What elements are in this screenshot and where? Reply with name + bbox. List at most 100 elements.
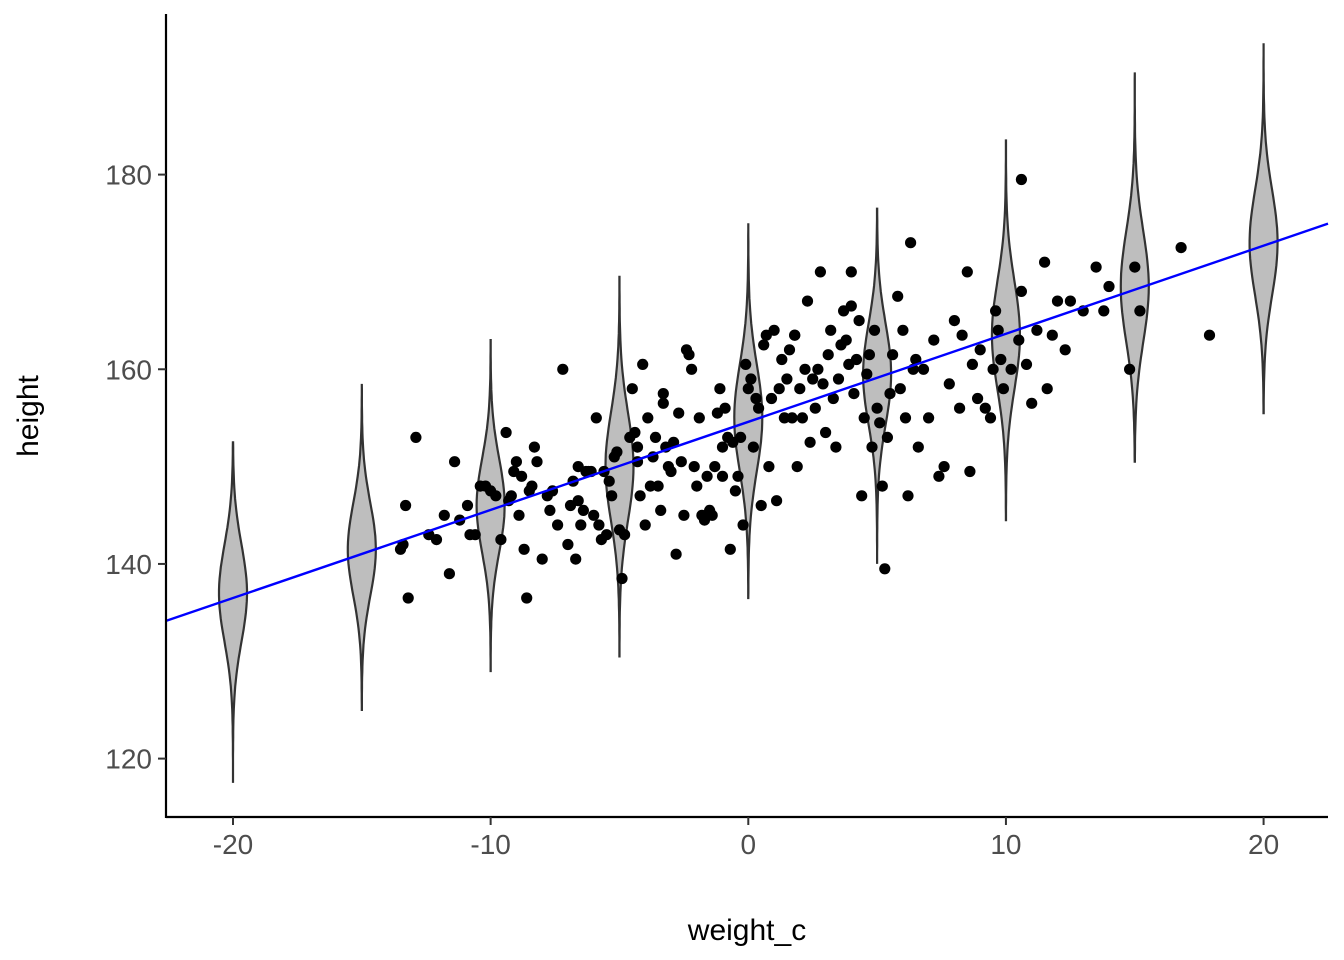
violin-5	[861, 207, 893, 564]
data-point-160	[884, 388, 896, 400]
data-point-6	[430, 534, 443, 546]
data-point-178	[954, 402, 966, 414]
data-point-118	[776, 353, 788, 366]
data-point-66	[642, 412, 654, 424]
data-point-46	[588, 509, 600, 521]
data-point-190	[995, 353, 1007, 366]
data-point-136	[822, 349, 834, 361]
data-point-187	[987, 363, 999, 375]
data-point-157	[876, 480, 888, 492]
data-point-19	[500, 426, 512, 439]
data-point-188	[990, 305, 1002, 317]
data-point-25	[518, 543, 530, 555]
data-point-154	[868, 324, 881, 336]
data-point-60	[626, 383, 638, 395]
y-tick-label-3: 180	[105, 160, 152, 191]
y-axis-ticks: 120 140 160 180	[105, 160, 166, 775]
data-point-158	[879, 563, 891, 575]
data-point-192	[1005, 363, 1017, 375]
data-point-61	[629, 426, 641, 439]
data-point-194	[1015, 285, 1027, 297]
data-point-51	[601, 529, 613, 541]
data-point-121	[783, 344, 796, 356]
data-point-101	[732, 470, 744, 482]
data-point-219	[572, 461, 584, 473]
data-point-201	[1051, 295, 1064, 307]
data-point-52	[603, 475, 615, 487]
data-point-62	[631, 441, 644, 453]
data-point-126	[796, 412, 809, 424]
data-point-86	[693, 412, 705, 424]
data-point-185	[979, 402, 991, 414]
data-point-156	[874, 417, 886, 429]
data-point-120	[781, 373, 793, 385]
data-point-48	[593, 519, 605, 531]
data-point-83	[686, 363, 698, 375]
data-point-36	[562, 538, 574, 551]
data-point-8	[443, 568, 455, 580]
data-point-103	[737, 519, 749, 531]
data-point-7	[438, 509, 450, 521]
data-point-182	[966, 358, 979, 370]
data-point-191	[997, 383, 1010, 395]
data-point-202	[1059, 344, 1071, 356]
data-point-131	[809, 402, 821, 414]
violin-8	[1248, 43, 1279, 415]
data-point-183	[972, 392, 984, 405]
data-point-221	[516, 470, 528, 482]
data-point-55	[611, 446, 623, 458]
data-point-128	[801, 295, 814, 307]
data-point-159	[881, 431, 894, 443]
data-point-184	[974, 344, 986, 356]
data-point-215	[789, 329, 801, 341]
data-point-80	[678, 509, 690, 521]
data-point-4	[410, 431, 422, 443]
data-point-95	[716, 470, 729, 482]
data-point-140	[832, 373, 845, 385]
data-point-166	[902, 490, 914, 502]
data-point-163	[894, 383, 906, 395]
data-point-214	[845, 300, 857, 312]
data-point-152	[863, 349, 876, 361]
violin-6	[990, 139, 1021, 522]
data-point-102	[735, 431, 747, 443]
data-point-206	[1098, 305, 1110, 317]
violin-2	[475, 339, 506, 673]
data-point-130	[807, 373, 819, 385]
data-point-164	[897, 324, 909, 336]
data-point-11	[461, 499, 474, 512]
data-point-216	[716, 441, 729, 453]
data-point-58	[619, 529, 631, 541]
data-point-205	[1090, 261, 1102, 273]
data-point-77	[670, 548, 682, 560]
data-point-18	[495, 534, 507, 546]
data-point-199	[1041, 383, 1053, 395]
x-tick-label-1: -10	[470, 829, 510, 860]
data-point-26	[521, 592, 533, 604]
data-point-110	[755, 499, 767, 512]
data-point-197	[1031, 324, 1043, 336]
data-point-135	[820, 426, 832, 439]
data-point-85	[691, 480, 703, 492]
data-point-65	[639, 519, 651, 531]
data-point-211	[1175, 242, 1187, 254]
x-tick-label-4: 20	[1248, 829, 1279, 860]
x-axis-ticks: -20 -10 0 10 20	[213, 817, 1279, 860]
data-point-17	[490, 490, 502, 502]
data-point-9	[449, 456, 461, 468]
data-point-179	[956, 329, 968, 341]
data-point-107	[747, 441, 760, 453]
data-point-109	[753, 402, 765, 414]
data-point-79	[675, 456, 687, 468]
data-point-57	[616, 572, 628, 585]
data-point-132	[812, 363, 824, 375]
data-point-35	[557, 363, 569, 375]
data-point-98	[724, 543, 736, 555]
data-point-119	[778, 412, 791, 424]
data-point-148	[853, 315, 865, 327]
data-point-53	[606, 490, 618, 502]
data-point-186	[984, 412, 997, 424]
data-point-138	[827, 392, 839, 405]
data-point-189	[992, 324, 1004, 336]
data-point-173	[928, 334, 940, 346]
